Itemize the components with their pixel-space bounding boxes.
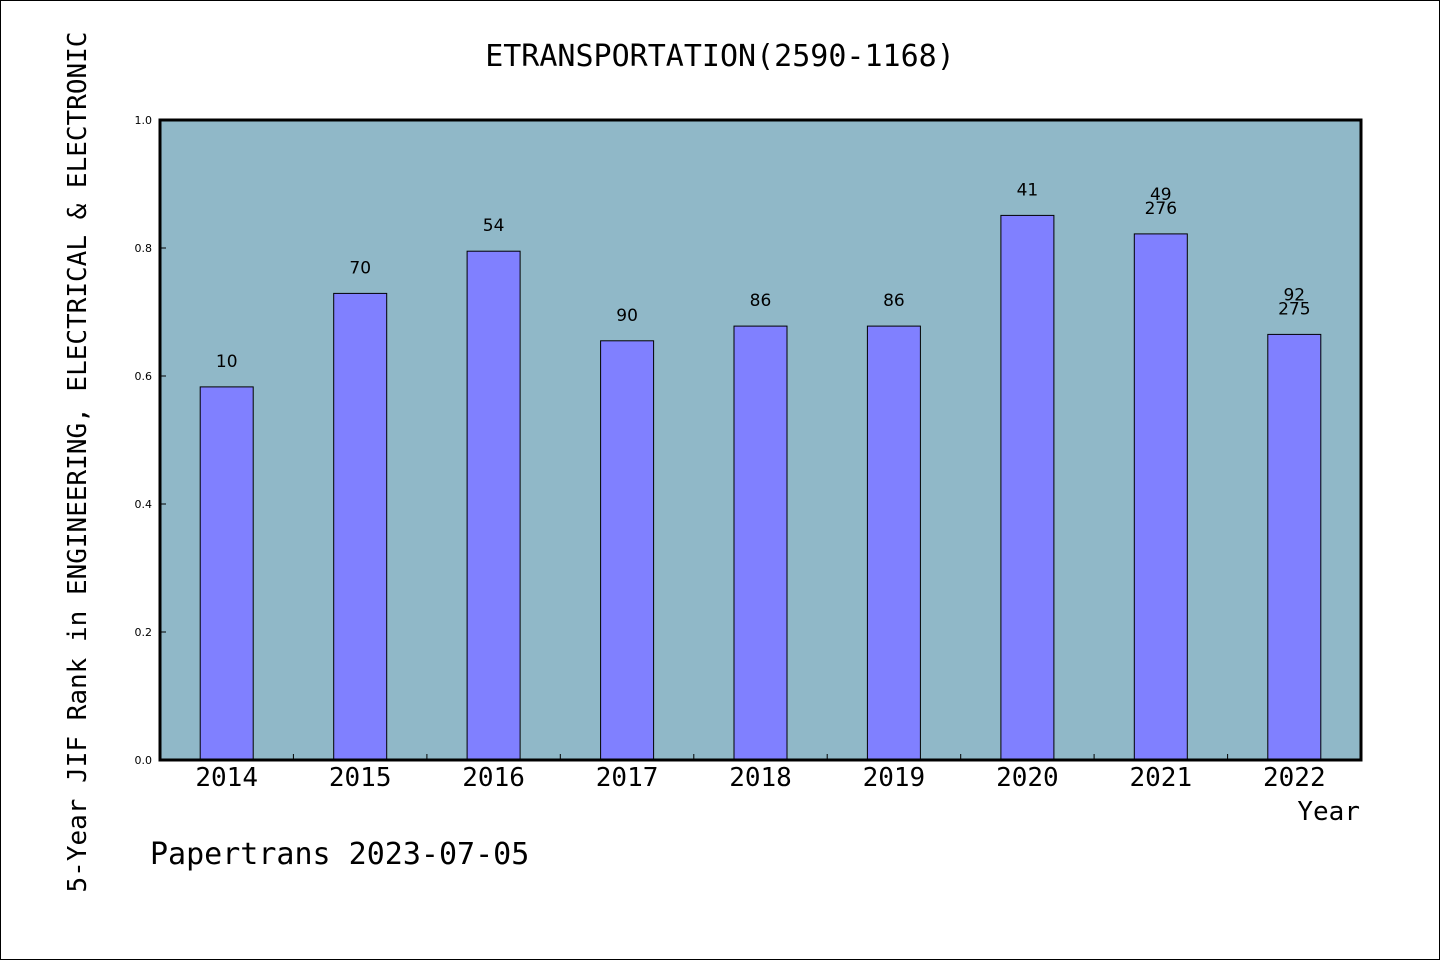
bar-label-2022-1: 92 xyxy=(1283,285,1305,305)
y-tick-label: 0.8 xyxy=(135,242,153,255)
bar-label-2014: 10 xyxy=(216,352,238,372)
y-tick-label: 0.4 xyxy=(135,498,153,511)
x-axis-label: Year xyxy=(1297,797,1360,827)
bar-2016 xyxy=(466,250,521,761)
x-tick-label-2016: 2016 xyxy=(462,763,525,793)
x-tick-label-2018: 2018 xyxy=(729,763,792,793)
bar-2014 xyxy=(199,386,254,761)
y-tick-label: 0.6 xyxy=(135,370,153,383)
bar-2017 xyxy=(600,340,655,761)
bar-series xyxy=(199,214,1322,761)
plot-border xyxy=(158,118,1363,762)
bar-label-2016: 54 xyxy=(483,216,505,236)
x-tick-label-2022: 2022 xyxy=(1263,763,1326,793)
bar-label-2019: 86 xyxy=(883,291,905,311)
y-axis-ticks: 0.0 0.2 0.4 0.6 0.8 1.0 xyxy=(135,114,166,767)
bar-label-2021-2: 276 xyxy=(1145,199,1177,219)
bar-label-2018: 86 xyxy=(750,291,772,311)
y-tick-label: 0.2 xyxy=(135,626,153,639)
bar-label-2021-1: 49 xyxy=(1150,185,1172,205)
y-tick-label: 1.0 xyxy=(135,114,153,127)
x-tick-label-2020: 2020 xyxy=(996,763,1059,793)
y-tick-label: 0.0 xyxy=(135,754,153,767)
x-tick-label-2017: 2017 xyxy=(596,763,659,793)
bar-2015 xyxy=(333,292,388,761)
y-axis-label: 5-Year JIF Rank in ENGINEERING, ELECTRIC… xyxy=(63,32,93,893)
x-axis-ticks: 2014 2015 2016 2017 2018 2019 2020 2021 2022 xyxy=(195,754,1326,793)
bar-2020 xyxy=(1000,214,1055,761)
x-tick-label-2021: 2021 xyxy=(1129,763,1192,793)
x-tick-label-2014: 2014 xyxy=(195,763,258,793)
bar-2018 xyxy=(733,325,788,761)
bar-2022 xyxy=(1267,333,1322,761)
x-tick-label-2019: 2019 xyxy=(863,763,926,793)
bar-label-2017: 90 xyxy=(616,306,638,326)
bar-label-2022-2: 275 xyxy=(1278,299,1310,319)
x-tick-label-2015: 2015 xyxy=(329,763,392,793)
bar-label-2020: 41 xyxy=(1017,180,1039,200)
bar-2021 xyxy=(1133,233,1188,761)
bar-label-2015: 70 xyxy=(349,258,371,278)
chart-title: ETRANSPORTATION(2590-1168) xyxy=(485,39,955,74)
bar-2019 xyxy=(866,325,921,761)
footer-text: Papertrans 2023-07-05 xyxy=(150,837,529,872)
